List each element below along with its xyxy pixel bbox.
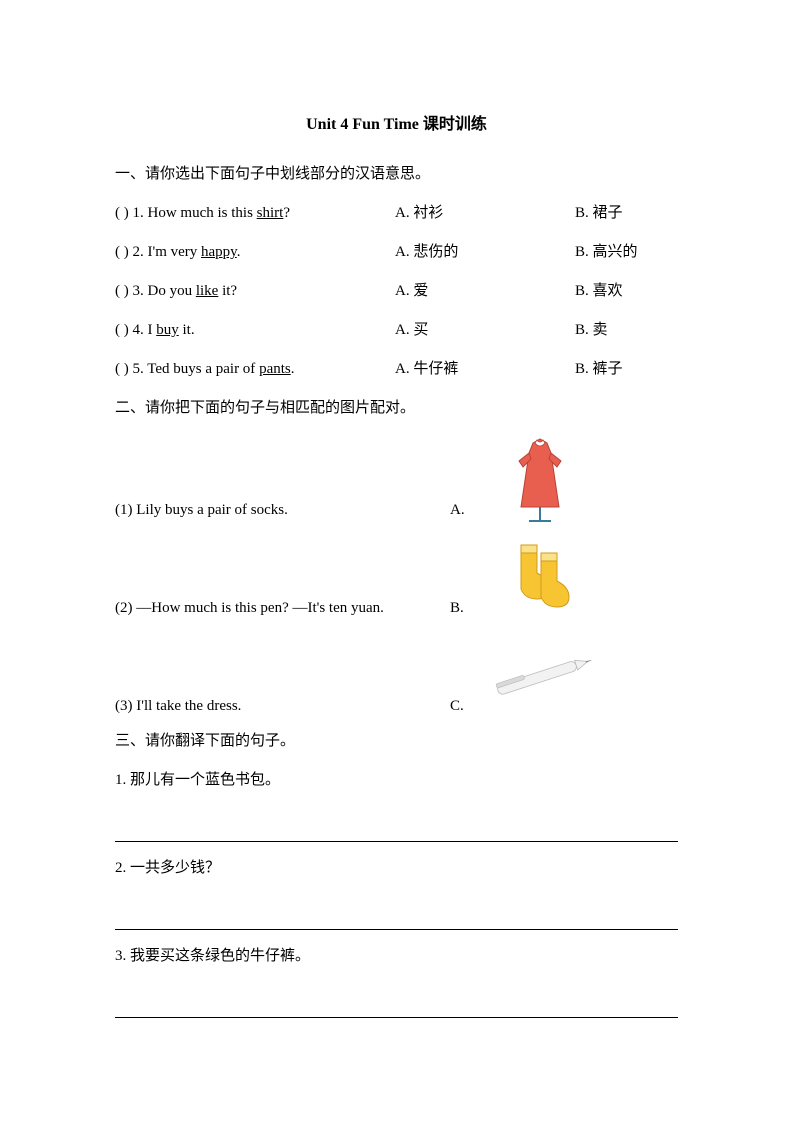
question-prefix: ( ) 1. How much is this — [115, 205, 257, 221]
section1-row: ( ) 4. I buy it.A. 买B. 卖 — [115, 318, 678, 339]
socks-icon — [480, 533, 600, 623]
underlined-word: pants — [259, 361, 291, 377]
section2-row: (3) I'll take the dress.C. — [115, 631, 678, 721]
pen-icon — [480, 631, 600, 721]
question-suffix: it. — [179, 322, 195, 338]
answer-line — [115, 1017, 678, 1018]
question-text: ( ) 2. I'm very happy. — [115, 244, 395, 261]
section2-row: (1) Lily buys a pair of socks.A. — [115, 435, 678, 525]
option-b: B. 卖 — [575, 318, 678, 339]
question-suffix: it? — [218, 283, 237, 299]
match-sentence: (3) I'll take the dress. — [115, 698, 450, 721]
section3-heading: 三、请你翻译下面的句子。 — [115, 729, 678, 750]
underlined-word: shirt — [257, 205, 284, 221]
underlined-word: buy — [156, 322, 179, 338]
match-label: A. — [450, 502, 480, 525]
question-text: ( ) 1. How much is this shirt? — [115, 205, 395, 222]
match-sentence: (1) Lily buys a pair of socks. — [115, 502, 450, 525]
match-label: B. — [450, 600, 480, 623]
section2-heading: 二、请你把下面的句子与相匹配的图片配对。 — [115, 396, 678, 417]
question-prefix: ( ) 4. I — [115, 322, 156, 338]
worksheet-title: Unit 4 Fun Time 课时训练 — [115, 110, 678, 134]
section1-row: ( ) 3. Do you like it?A. 爱B. 喜欢 — [115, 279, 678, 300]
option-b: B. 裙子 — [575, 201, 678, 222]
question-suffix: . — [291, 361, 295, 377]
underlined-word: like — [196, 283, 219, 299]
option-a: A. 悲伤的 — [395, 240, 575, 261]
option-b: B. 喜欢 — [575, 279, 678, 300]
match-sentence: (2) —How much is this pen? —It's ten yua… — [115, 600, 450, 623]
translate-question: 2. 一共多少钱？ — [115, 856, 678, 877]
question-prefix: ( ) 5. Ted buys a pair of — [115, 361, 259, 377]
match-label: C. — [450, 698, 480, 721]
option-b: B. 高兴的 — [575, 240, 678, 261]
question-prefix: ( ) 3. Do you — [115, 283, 196, 299]
option-a: A. 衬衫 — [395, 201, 575, 222]
underlined-word: happy — [201, 244, 237, 260]
translate-question: 3. 我要买这条绿色的牛仔裤。 — [115, 944, 678, 965]
option-a: A. 买 — [395, 318, 575, 339]
dress-icon — [480, 435, 600, 525]
translate-question: 1. 那儿有一个蓝色书包。 — [115, 768, 678, 789]
question-prefix: ( ) 2. I'm very — [115, 244, 201, 260]
question-text: ( ) 3. Do you like it? — [115, 283, 395, 300]
section1-row: ( ) 5. Ted buys a pair of pants.A. 牛仔裤B.… — [115, 357, 678, 378]
section1-row: ( ) 2. I'm very happy.A. 悲伤的B. 高兴的 — [115, 240, 678, 261]
answer-line — [115, 929, 678, 930]
question-suffix: . — [237, 244, 241, 260]
section1-row: ( ) 1. How much is this shirt?A. 衬衫B. 裙子 — [115, 201, 678, 222]
answer-line — [115, 841, 678, 842]
section2-row: (2) —How much is this pen? —It's ten yua… — [115, 533, 678, 623]
option-a: A. 爱 — [395, 279, 575, 300]
section3-questions: 1. 那儿有一个蓝色书包。 2. 一共多少钱？ 3. 我要买这条绿色的牛仔裤。 — [115, 768, 678, 1018]
option-a: A. 牛仔裤 — [395, 357, 575, 378]
question-text: ( ) 4. I buy it. — [115, 322, 395, 339]
section2-questions: (1) Lily buys a pair of socks.A. (2) —Ho… — [115, 435, 678, 721]
section1-heading: 一、请你选出下面句子中划线部分的汉语意思。 — [115, 162, 678, 183]
question-suffix: ? — [283, 205, 290, 221]
question-text: ( ) 5. Ted buys a pair of pants. — [115, 361, 395, 378]
option-b: B. 裤子 — [575, 357, 678, 378]
section1-questions: ( ) 1. How much is this shirt?A. 衬衫B. 裙子… — [115, 201, 678, 378]
